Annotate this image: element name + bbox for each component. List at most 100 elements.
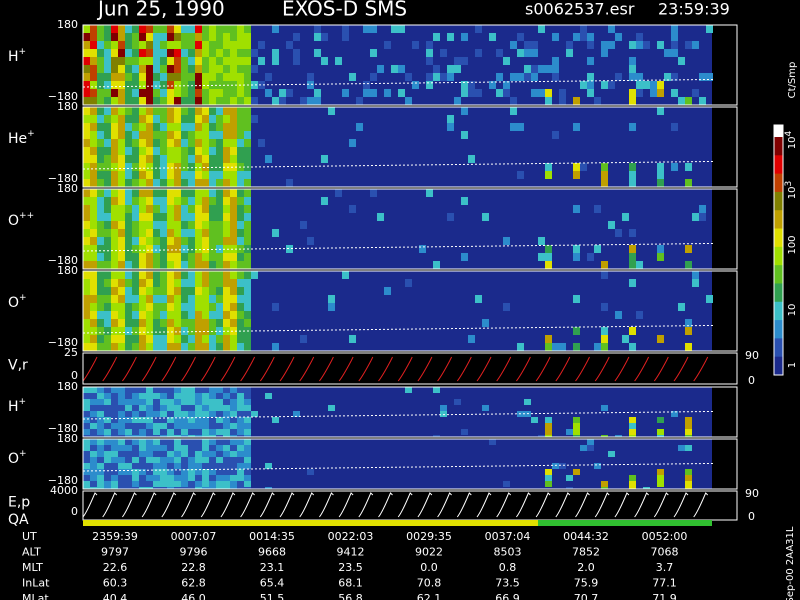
cell bbox=[230, 463, 237, 469]
cell bbox=[244, 155, 251, 163]
cell bbox=[146, 81, 153, 89]
cell bbox=[83, 451, 90, 457]
cell bbox=[174, 107, 181, 115]
cell bbox=[573, 123, 580, 131]
cell bbox=[643, 487, 650, 489]
cell bbox=[636, 311, 643, 319]
cell bbox=[139, 237, 146, 245]
cell bbox=[272, 417, 279, 423]
cell bbox=[237, 311, 244, 319]
cell bbox=[139, 97, 146, 105]
cell bbox=[104, 481, 111, 487]
cell bbox=[216, 463, 223, 469]
cell bbox=[111, 451, 118, 457]
tick-label: 180 bbox=[57, 18, 78, 31]
cell bbox=[349, 335, 356, 343]
cell bbox=[153, 179, 160, 187]
cell bbox=[237, 49, 244, 57]
sawtooth bbox=[594, 356, 610, 382]
cell bbox=[104, 89, 111, 97]
cell bbox=[223, 237, 230, 245]
sawtooth bbox=[358, 356, 374, 382]
cell bbox=[195, 163, 202, 171]
cell bbox=[174, 123, 181, 131]
cell bbox=[83, 139, 90, 147]
cell bbox=[118, 327, 125, 335]
cell bbox=[146, 261, 153, 269]
cell bbox=[377, 213, 384, 221]
cell bbox=[629, 261, 636, 269]
cell bbox=[685, 487, 692, 489]
cell bbox=[202, 335, 209, 343]
cell bbox=[167, 107, 174, 115]
colorbar-cell bbox=[774, 338, 783, 358]
cell bbox=[104, 131, 111, 139]
cell bbox=[209, 469, 216, 475]
cell bbox=[230, 393, 237, 399]
cell bbox=[167, 49, 174, 57]
cell bbox=[538, 25, 545, 33]
colorbar-cell bbox=[774, 301, 783, 321]
cell bbox=[202, 487, 209, 489]
cell bbox=[104, 229, 111, 237]
cell bbox=[174, 205, 181, 213]
cell bbox=[202, 73, 209, 81]
cell bbox=[104, 253, 111, 261]
cell bbox=[223, 115, 230, 123]
cell bbox=[125, 457, 132, 463]
cell bbox=[685, 41, 692, 49]
cell bbox=[587, 41, 594, 49]
cell bbox=[167, 261, 174, 269]
cell bbox=[188, 429, 195, 435]
cell bbox=[104, 469, 111, 475]
cell bbox=[685, 423, 692, 429]
cell bbox=[230, 89, 237, 97]
cell bbox=[216, 487, 223, 489]
panel-label-sup: + bbox=[19, 47, 27, 57]
cell bbox=[671, 411, 678, 417]
panel-label-text: O bbox=[8, 451, 19, 467]
cell bbox=[601, 179, 608, 187]
cell bbox=[90, 393, 97, 399]
cell bbox=[622, 213, 629, 221]
cell bbox=[566, 41, 573, 49]
cell bbox=[146, 451, 153, 457]
cell bbox=[160, 189, 167, 197]
cell bbox=[83, 197, 90, 205]
cell bbox=[237, 253, 244, 261]
cell bbox=[83, 487, 90, 489]
cell bbox=[125, 189, 132, 197]
cell bbox=[244, 469, 251, 475]
cell bbox=[195, 41, 202, 49]
cell bbox=[657, 41, 664, 49]
cell bbox=[223, 41, 230, 49]
cell bbox=[83, 131, 90, 139]
cell bbox=[335, 189, 342, 197]
cell bbox=[671, 123, 678, 131]
cell bbox=[153, 213, 160, 221]
tick-label: −180 bbox=[48, 422, 78, 435]
cell bbox=[244, 189, 251, 197]
cell bbox=[545, 481, 552, 487]
cell bbox=[167, 439, 174, 445]
cell bbox=[230, 327, 237, 335]
cell bbox=[111, 73, 118, 81]
cell bbox=[209, 115, 216, 123]
cell bbox=[153, 451, 160, 457]
cell bbox=[188, 115, 195, 123]
cell bbox=[174, 327, 181, 335]
cell bbox=[132, 435, 139, 437]
cell bbox=[426, 41, 433, 49]
cell bbox=[202, 343, 209, 351]
cell bbox=[90, 131, 97, 139]
cell bbox=[181, 229, 188, 237]
cell bbox=[167, 387, 174, 393]
cell bbox=[230, 417, 237, 423]
cell bbox=[160, 97, 167, 105]
cell bbox=[167, 303, 174, 311]
cell bbox=[461, 107, 468, 115]
cell bbox=[153, 481, 160, 487]
cell bbox=[188, 475, 195, 481]
cell bbox=[167, 445, 174, 451]
cell bbox=[244, 319, 251, 327]
